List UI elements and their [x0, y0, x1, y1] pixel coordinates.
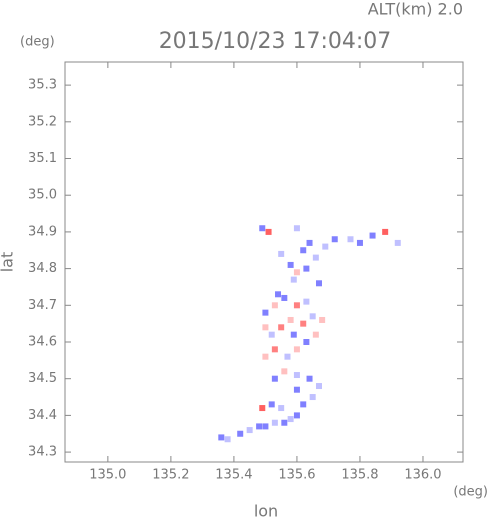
x-tick-label: 135.6: [278, 468, 315, 483]
echo-point: [224, 436, 231, 443]
echo-point: [303, 265, 310, 272]
echo-point: [356, 239, 363, 246]
echo-point: [262, 324, 269, 331]
y-tick-label: 34.4: [28, 408, 57, 423]
x-tick-label: 135.4: [215, 468, 252, 483]
echo-point: [259, 405, 266, 412]
echo-point: [331, 236, 338, 243]
echo-point: [300, 247, 307, 254]
y-tick-label: 34.5: [28, 371, 57, 386]
plot-frame: [64, 61, 464, 463]
echo-point: [303, 298, 310, 305]
echo-point: [319, 316, 326, 323]
echo-point: [303, 339, 310, 345]
echo-point: [300, 320, 307, 327]
echo-point: [271, 419, 278, 426]
echo-point: [300, 401, 307, 408]
echo-point: [293, 225, 300, 232]
echo-point: [306, 375, 313, 382]
echo-point: [394, 239, 401, 246]
echo-point: [271, 302, 278, 309]
y-tick-label: 35.1: [28, 151, 57, 166]
echo-point: [309, 313, 316, 320]
x-unit: (deg): [453, 485, 488, 500]
y-tick-label: 35.2: [28, 114, 57, 129]
echo-point: [265, 228, 272, 235]
echo-point: [315, 383, 322, 390]
echo-point: [293, 269, 300, 276]
y-axis-label: lat: [0, 252, 17, 273]
echo-point: [315, 280, 322, 287]
echo-point: [271, 346, 278, 353]
echo-point: [287, 316, 294, 323]
y-tick-label: 34.3: [28, 445, 57, 460]
y-tick-label: 35.3: [28, 78, 57, 93]
echo-point: [293, 346, 300, 353]
echo-point: [281, 419, 288, 426]
echo-point: [312, 254, 319, 261]
y-tick-label: 34.6: [28, 335, 57, 350]
echo-point: [218, 434, 225, 441]
echo-point: [278, 324, 285, 331]
echo-point: [278, 250, 285, 257]
y-tick-label: 35.0: [28, 188, 57, 203]
echo-point: [237, 430, 244, 437]
echo-point: [262, 423, 269, 430]
echo-point: [281, 294, 288, 301]
echo-point: [287, 261, 294, 268]
echo-point: [268, 331, 275, 338]
echo-point: [312, 331, 319, 338]
echo-point: [290, 276, 297, 283]
echo-point: [268, 401, 275, 408]
x-tick-label: 135.2: [152, 468, 189, 483]
echo-point: [284, 353, 291, 360]
x-tick-label: 135.8: [341, 468, 378, 483]
echo-point: [262, 353, 269, 360]
echo-point: [309, 394, 316, 401]
echo-point: [278, 405, 285, 412]
echo-point: [293, 386, 300, 393]
altitude-label: ALT(km) 2.0: [368, 0, 463, 19]
echo-point: [275, 291, 282, 298]
echo-point: [271, 375, 278, 382]
echo-point: [322, 243, 329, 250]
echo-point: [293, 372, 300, 379]
echo-point: [246, 427, 253, 434]
chart-title: 2015/10/23 17:04:07: [159, 29, 392, 54]
echo-point: [259, 225, 266, 232]
echo-point: [293, 302, 300, 309]
echo-point: [369, 232, 376, 239]
y-unit: (deg): [20, 35, 55, 50]
echo-point: [256, 423, 263, 430]
echo-point: [290, 331, 297, 338]
y-tick-label: 34.7: [28, 298, 57, 313]
echo-point: [306, 239, 313, 246]
y-tick-label: 34.8: [28, 261, 57, 276]
echo-point: [281, 368, 288, 375]
x-tick-label: 135.0: [89, 468, 126, 483]
y-tick-label: 34.9: [28, 224, 57, 239]
x-tick-label: 136.0: [404, 468, 441, 483]
x-axis-label: lon: [254, 502, 278, 521]
echo-point: [382, 228, 389, 235]
echo-point: [347, 236, 354, 243]
echo-point: [262, 309, 269, 316]
echo-point: [293, 412, 300, 419]
echo-point: [287, 416, 294, 423]
